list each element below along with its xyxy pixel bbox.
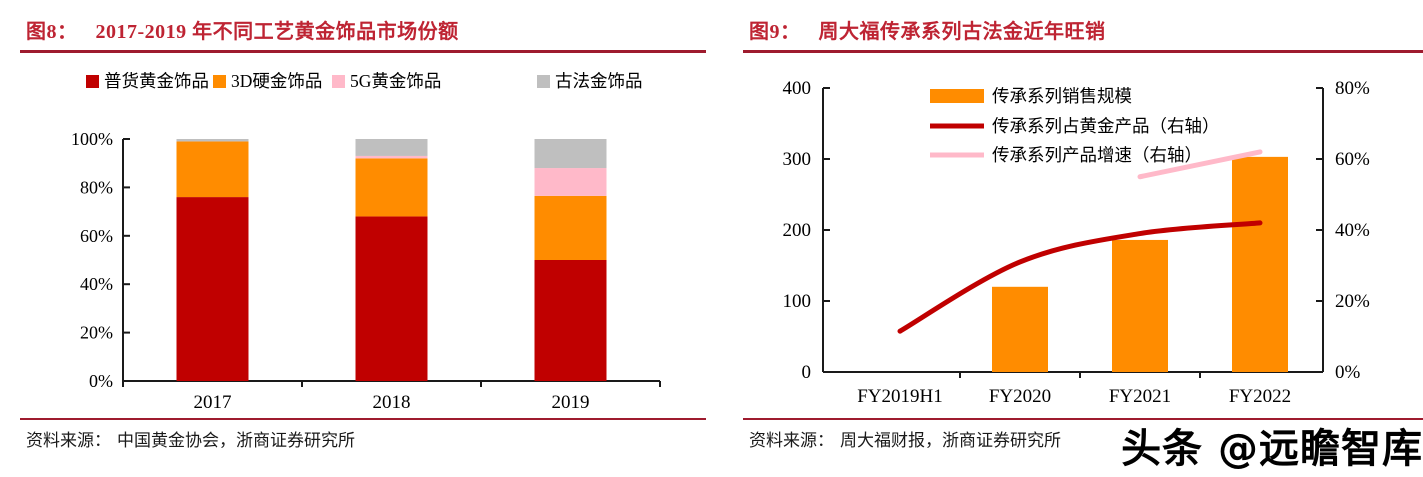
legend-swatch: [930, 89, 984, 103]
bar-segment: [534, 139, 607, 169]
y-tick-label: 40%: [80, 274, 113, 294]
right-y-tick-label: 0%: [1335, 362, 1361, 383]
legend-swatch: [537, 75, 550, 88]
figure8-source-label: 资料来源：: [26, 431, 111, 450]
category-label: FY2021: [1109, 386, 1171, 407]
figure8-source-divider: [20, 418, 706, 420]
left-y-tick-label: 400: [783, 78, 812, 99]
category-label: 2017: [194, 392, 232, 413]
legend-label: 传承系列占黄金产品（右轴）: [992, 116, 1220, 136]
bar-segment: [176, 139, 249, 142]
figure8-title-text: 2017-2019 年不同工艺黄金饰品市场份额: [95, 21, 459, 43]
bar: [992, 286, 1048, 372]
y-tick-label: 20%: [80, 323, 113, 343]
bar-segment: [176, 197, 249, 381]
figure9-panel: 图9： 周大福传承系列古法金近年旺销 传承系列销售规模 传承系列占黄金产品（右轴）传…: [743, 14, 1423, 474]
bar: [1232, 156, 1288, 372]
figure8-source-text: 中国黄金协会，浙商证券研究所: [117, 431, 355, 450]
series-line: [1137, 149, 1263, 180]
bar-segment: [355, 216, 428, 381]
legend-label: 5G黄金饰品: [350, 71, 441, 91]
figure8-title-divider: [20, 50, 706, 53]
figure8-source: 资料来源： 中国黄金协会，浙商证券研究所: [26, 426, 355, 451]
left-y-tick-label: 0: [802, 362, 812, 383]
figure9-number: 图9：: [749, 21, 801, 43]
bar-segment: [534, 260, 607, 381]
figure9-source: 资料来源： 周大福财报，浙商证券研究所: [749, 426, 1061, 451]
bar-segment: [355, 158, 428, 217]
left-y-tick-label: 300: [783, 149, 812, 170]
figure9-title-text: 周大福传承系列古法金近年旺销: [818, 21, 1106, 43]
category-label: 2018: [373, 392, 411, 413]
legend-label: 3D硬金饰品: [231, 71, 322, 91]
figure8-panel: 图8： 2017-2019 年不同工艺黄金饰品市场份额 普货黄金饰品 3D硬金饰品 5…: [20, 14, 706, 474]
figure9-title-divider: [743, 50, 1423, 53]
bar-segment: [355, 155, 428, 159]
right-y-tick-label: 20%: [1335, 291, 1370, 312]
figure8-number: 图8：: [26, 21, 78, 43]
legend-label: 传承系列产品增速（右轴）: [992, 145, 1202, 165]
series-line: [897, 220, 1263, 334]
right-y-tick-label: 80%: [1335, 78, 1370, 99]
toutiao-yuanzhan-watermark: 头条 @远瞻智库: [1121, 426, 1423, 472]
category-label: FY2019H1: [857, 386, 943, 407]
figure9-source-text: 周大福财报，浙商证券研究所: [840, 431, 1061, 450]
legend-label: 传承系列销售规模: [992, 86, 1132, 106]
figure9-source-divider: [743, 418, 1423, 420]
right-y-tick-label: 60%: [1335, 149, 1370, 170]
y-tick-label: 100%: [71, 129, 113, 149]
legend-swatch: [213, 75, 226, 88]
legend-swatch: [86, 75, 99, 88]
y-tick-label: 0%: [89, 371, 113, 391]
left-y-tick-label: 200: [783, 220, 812, 241]
legend-label: 普货黄金饰品: [104, 71, 209, 91]
figure9-title: 图9： 周大福传承系列古法金近年旺销: [749, 15, 1106, 44]
right-y-tick-label: 40%: [1335, 220, 1370, 241]
legend-swatch: [332, 75, 345, 88]
figure8-stacked-bar-chart: 普货黄金饰品 3D硬金饰品 5G黄金饰品 古法金饰品 0% 20% 40% 60% 80% 100…: [71, 71, 661, 413]
figure8-title: 图8： 2017-2019 年不同工艺黄金饰品市场份额: [26, 15, 459, 44]
category-label: FY2020: [989, 386, 1051, 407]
bar: [1112, 239, 1168, 372]
bar-segment: [176, 141, 249, 198]
legend-label: 古法金饰品: [555, 71, 643, 91]
bar-segment: [355, 139, 428, 156]
category-label: FY2022: [1229, 386, 1291, 407]
bar-segment: [534, 168, 607, 196]
category-label: 2019: [552, 392, 590, 413]
bar-segment: [534, 195, 607, 260]
y-tick-label: 80%: [80, 177, 113, 197]
figure9-source-label: 资料来源：: [749, 431, 834, 450]
y-tick-label: 60%: [80, 226, 113, 246]
left-y-tick-label: 100: [783, 291, 812, 312]
